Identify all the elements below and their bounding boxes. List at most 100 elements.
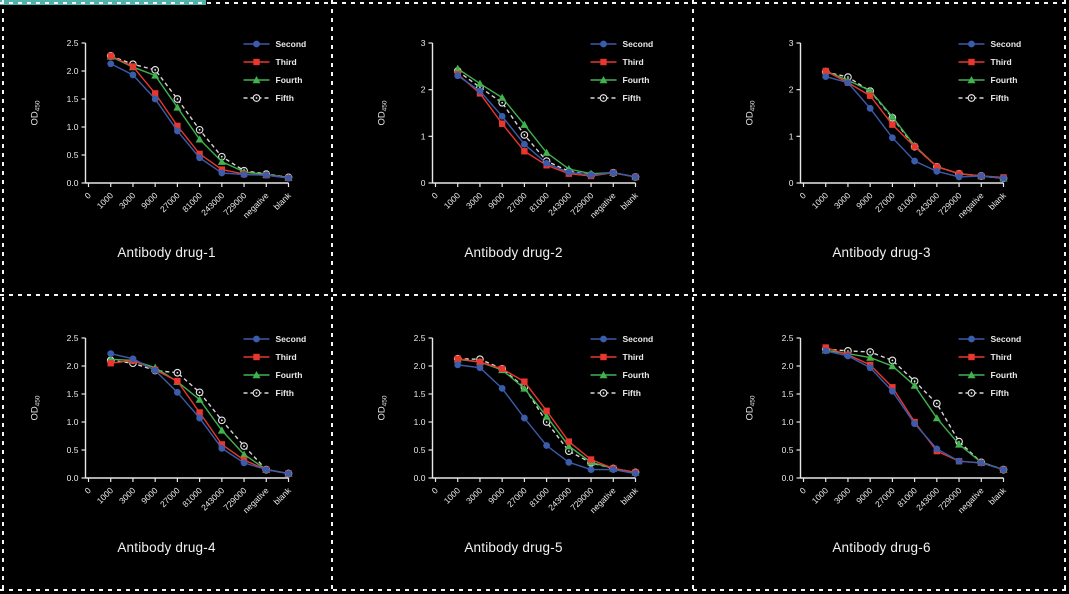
data-point xyxy=(240,459,247,467)
x-tick-label: 243000 xyxy=(199,485,226,512)
data-point xyxy=(172,103,181,111)
y-tick-label: 2.5 xyxy=(413,333,425,343)
y-tick-label: 1.0 xyxy=(66,122,78,132)
legend-entry-third: Third xyxy=(590,57,643,67)
data-point xyxy=(967,335,975,343)
data-point xyxy=(821,347,829,355)
data-point xyxy=(542,148,551,156)
legend-entry-fourth: Fourth xyxy=(590,370,649,380)
legend: Second Third Fourth Fifth xyxy=(590,39,653,103)
data-point xyxy=(195,135,204,143)
data-point xyxy=(498,120,505,127)
data-point xyxy=(252,40,260,48)
x-tick-label: 0 xyxy=(82,190,93,201)
legend-entry-fifth: Fifth xyxy=(243,388,293,398)
y-tick-label: 2.0 xyxy=(66,66,78,76)
legend-label: Fourth xyxy=(990,75,1017,85)
series-line-second xyxy=(825,350,1004,471)
data-point-center-dot xyxy=(220,419,223,422)
series-third xyxy=(822,344,1007,473)
data-point xyxy=(599,40,607,48)
x-tick-label: 9000 xyxy=(139,485,160,506)
data-point xyxy=(497,93,506,101)
chart-canvas-2: 0 1 2 3 0 1000 3000 9000 27000 81000 243000 729000 n… xyxy=(347,0,680,295)
chart-panel-2: 0 1 2 3 0 1000 3000 9000 27000 81000 243000 729000 n… xyxy=(333,0,694,295)
data-point xyxy=(498,385,506,392)
data-point-center-dot xyxy=(198,391,201,394)
y-axis-label: OD450 xyxy=(376,395,388,420)
legend-label: Fifth xyxy=(622,93,640,103)
legend-entry-second: Second xyxy=(243,334,306,344)
data-point xyxy=(888,121,896,128)
y-tick-label: 2 xyxy=(788,85,793,95)
legend-entry-fifth: Fifth xyxy=(958,93,1008,103)
y-tick-label: 2 xyxy=(420,85,425,95)
data-point xyxy=(520,378,528,385)
series-second xyxy=(453,361,639,477)
legend-label: Third xyxy=(275,57,296,67)
data-point-center-dot xyxy=(935,402,938,405)
series-second xyxy=(106,60,292,182)
data-point xyxy=(564,168,572,176)
legend-entry-second: Second xyxy=(958,334,1021,344)
x-tick-label: 1000 xyxy=(94,485,115,506)
x-tick-label: 243000 xyxy=(914,485,941,512)
data-point xyxy=(888,384,896,391)
chart-title-1: Antibody drug-1 xyxy=(117,245,216,260)
data-point xyxy=(150,71,159,79)
data-point-center-dot xyxy=(868,351,871,353)
data-point xyxy=(542,412,551,420)
data-point xyxy=(967,76,975,84)
legend-entry-third: Third xyxy=(243,57,296,67)
x-tick-label: blank xyxy=(271,485,293,507)
chart-title-4: Antibody drug-4 xyxy=(117,540,216,555)
y-tick-label: 2.0 xyxy=(781,361,793,371)
y-axis-label: OD450 xyxy=(744,100,756,125)
legend-label: Fourth xyxy=(990,370,1017,380)
x-tick-label: 9000 xyxy=(854,485,875,506)
legend-label: Third xyxy=(622,57,643,67)
data-point xyxy=(252,335,260,343)
data-point-center-dot xyxy=(602,97,604,99)
y-tick-label: 1 xyxy=(420,131,425,141)
chart-canvas-5: 0.0 0.5 1.0 1.5 2.0 2.5 0 1000 3000 9000 27000 8100… xyxy=(347,295,680,590)
data-point xyxy=(498,365,505,372)
x-tick-label: 1000 xyxy=(809,190,830,211)
legend-entry-second: Second xyxy=(590,39,653,49)
series-fourth xyxy=(106,52,292,181)
data-point xyxy=(498,112,506,120)
data-point xyxy=(151,90,158,97)
data-point xyxy=(195,414,203,422)
data-point xyxy=(519,384,528,392)
data-point xyxy=(252,371,260,379)
series-line-third xyxy=(825,346,1004,471)
legend-entry-second: Second xyxy=(958,39,1021,49)
x-tick-label: 243000 xyxy=(546,190,573,217)
y-tick-label: 1.0 xyxy=(66,417,78,427)
data-point xyxy=(476,364,483,372)
data-point-center-dot xyxy=(500,101,503,104)
legend-entry-third: Third xyxy=(590,352,643,362)
legend-label: Fourth xyxy=(275,75,302,85)
y-tick-label: 2.5 xyxy=(66,38,78,48)
chart-panel-5: 0.0 0.5 1.0 1.5 2.0 2.5 0 1000 3000 9000 27000 8100… xyxy=(333,295,694,594)
data-point xyxy=(564,458,572,466)
x-tick-label: blank xyxy=(986,485,1008,507)
data-point xyxy=(129,63,136,70)
y-tick-label: 1.5 xyxy=(66,94,78,104)
legend-label: Fifth xyxy=(275,388,293,398)
series-line-fifth xyxy=(110,359,289,475)
data-point-center-dot xyxy=(567,450,570,453)
chart-svg: 0.00.51.01.52.02.50 1000 3000 9000270008100… xyxy=(744,333,1021,515)
x-tick-label: 27000 xyxy=(873,190,897,214)
data-point xyxy=(107,360,114,367)
data-point xyxy=(195,409,203,416)
data-point xyxy=(217,426,226,434)
data-point xyxy=(910,157,918,165)
y-tick-label: 1.5 xyxy=(413,389,425,399)
data-point-center-dot xyxy=(970,392,972,394)
x-tick-label: 3000 xyxy=(463,190,484,211)
legend-label: Third xyxy=(990,57,1011,67)
legend-entry-second: Second xyxy=(590,334,653,344)
